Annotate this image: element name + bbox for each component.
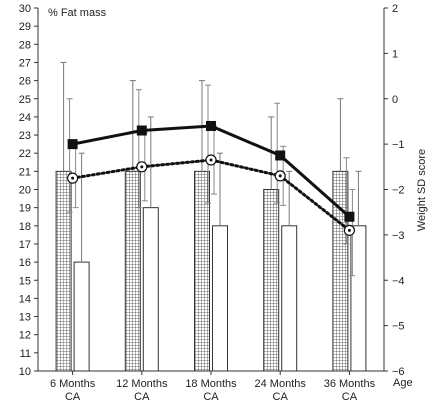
left-tick-label: 25 [19,94,31,106]
square-marker [275,150,286,161]
line-error-bars [66,84,356,277]
circle-marker-dot [140,165,144,169]
bar-error-bars [60,61,362,263]
line-markers [66,120,355,236]
left-tick-label: 30 [19,3,31,15]
left-tick-label: 12 [19,330,31,342]
x-axis-title: Age [393,377,413,389]
left-tick-label: 10 [19,366,31,378]
bar-grid [124,170,141,372]
left-tick-label: 16 [19,257,31,269]
line-series [71,124,351,232]
left-tick-label: 26 [19,76,31,88]
right-tick-label: −1 [392,139,405,151]
bar-series [55,170,367,372]
bar-grid [332,170,349,372]
left-tick-label: 13 [19,312,31,324]
x-tick-label: 24 Months CA [255,378,307,403]
x-axis: 6 Months CA 12 Months CA 18 Months CA 24 Month… [50,371,376,403]
left-tick-label: 19 [19,203,31,215]
left-tick-label: 11 [20,348,31,360]
circle-marker-dot [278,174,282,178]
x-tick-label: 6 Months CA [50,378,96,403]
circle-marker-dot [209,158,213,162]
right-tick-label: 2 [392,3,398,15]
left-tick-label: 23 [19,130,31,142]
circle-marker-dot [71,176,75,180]
left-tick-label: 15 [19,275,31,287]
left-tick-label: 21 [19,166,31,178]
bar-grid [55,170,72,372]
bar-grid [194,170,210,372]
square-marker [206,120,216,131]
bar-plain [350,225,367,372]
right-axis: −6 −5 −4 −3 −2 −1 0 1 2 [384,3,405,378]
left-tick-label: 24 [19,112,31,124]
fat-mass-annotation: % Fat mass [48,7,107,19]
right-tick-label: 1 [392,48,398,60]
right-tick-label: −6 [392,366,405,378]
right-axis-title: Weight SD score [416,149,428,231]
bar-plain [281,225,298,372]
square-marker [67,139,78,150]
square-marker [344,211,355,222]
x-tick-label: 12 Months CA [116,378,168,403]
left-tick-label: 28 [19,39,31,51]
left-tick-label: 29 [19,21,31,33]
circle-marker-dot [347,228,351,232]
right-tick-label: −4 [392,275,405,287]
left-tick-label: 17 [19,239,31,251]
x-tick-label: 18 Months CA [185,378,237,403]
bar-grid [263,189,280,372]
weight-line-dotted [71,158,351,232]
left-tick-label: 22 [19,148,31,160]
left-axis: 10 11 12 13 14 15 16 17 18 19 20 21 22 23 24 25 26 27 28 29… [19,3,38,378]
bar-plain [212,225,228,372]
left-tick-label: 27 [19,57,31,69]
right-tick-label: −2 [392,185,405,197]
bar-plain [142,207,159,372]
left-tick-label: 20 [19,185,31,197]
square-marker [136,125,147,136]
right-tick-label: −5 [392,321,405,333]
left-tick-label: 18 [19,221,31,233]
bar-plain [73,261,90,372]
left-tick-label: 14 [19,293,31,305]
right-tick-label: −3 [392,230,405,242]
x-tick-label: 36 Months CA [324,378,376,403]
plot-frame [37,8,385,372]
right-tick-label: 0 [392,94,398,106]
